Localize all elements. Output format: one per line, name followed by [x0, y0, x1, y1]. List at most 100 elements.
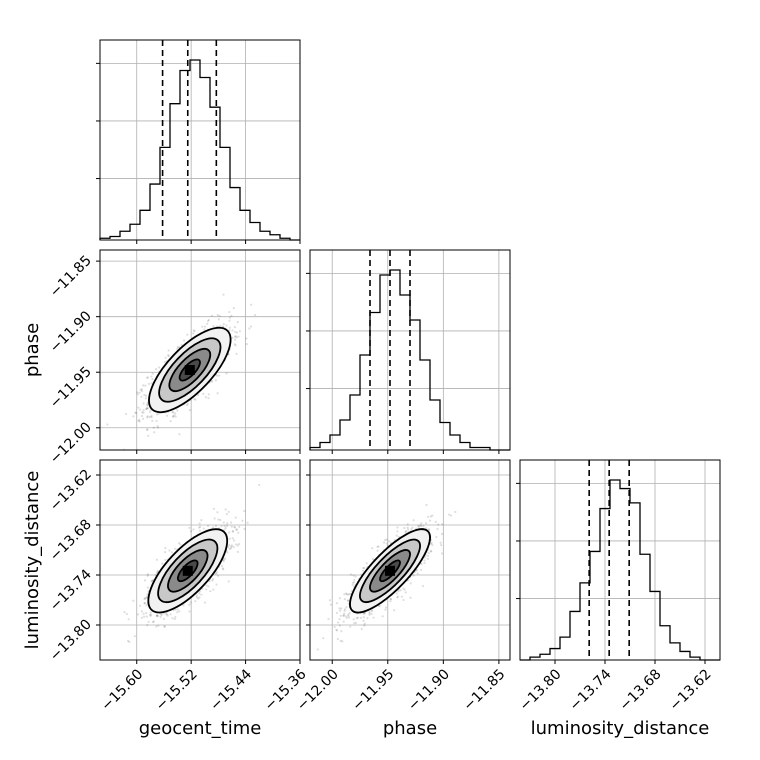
scatter-point [327, 617, 330, 621]
scatter-point [146, 428, 149, 432]
scatter-point [155, 413, 159, 416]
panel-border [99, 39, 301, 241]
scatter-point [384, 606, 388, 609]
scatter-point [143, 579, 147, 582]
scatter-point [420, 562, 423, 566]
scatter-point [347, 593, 350, 596]
scatter-point [143, 393, 146, 397]
scatter-point [328, 599, 332, 602]
contour-line [147, 528, 229, 614]
scatter-point [382, 541, 386, 544]
scatter-point [142, 409, 145, 412]
scatter-point [353, 622, 356, 625]
scatter-point [354, 621, 357, 625]
scatter-point [153, 431, 156, 434]
scatter-point [372, 616, 375, 619]
scatter-point [148, 410, 152, 413]
scatter-point [176, 608, 179, 611]
scatter-point [355, 617, 358, 620]
scatter-point [434, 520, 437, 523]
scatter-point [225, 324, 228, 327]
scatter-point [228, 310, 231, 314]
scatter-point [224, 508, 227, 511]
scatter-point [147, 407, 150, 410]
scatter-point [233, 526, 237, 529]
density-content [123, 483, 261, 643]
scatter-point [241, 519, 244, 522]
scatter-point [143, 597, 147, 600]
scatter-point [164, 547, 167, 550]
scatter-point [223, 524, 226, 528]
scatter-point [245, 343, 248, 346]
scatter-point [385, 542, 388, 545]
scatter-point [243, 509, 246, 513]
contour-line [168, 347, 212, 393]
scatter-point [150, 375, 153, 378]
scatter-point [208, 580, 211, 583]
scatter-point [166, 614, 169, 617]
scatter-point [236, 544, 239, 547]
scatter-point [215, 374, 218, 377]
scatter-point [231, 537, 234, 540]
scatter-point [345, 592, 348, 595]
scatter-point [342, 620, 345, 623]
scatter-point [137, 406, 140, 409]
scatter-point [194, 600, 197, 603]
scatter-point [143, 602, 146, 605]
scatter-point [368, 613, 371, 616]
scatter-point [254, 313, 257, 317]
scatter-point [176, 611, 179, 614]
scatter-point [138, 391, 141, 394]
scatter-point [203, 601, 207, 604]
scatter-point [138, 418, 141, 421]
scatter-point [417, 525, 421, 528]
scatter-point [343, 608, 347, 611]
contour-line [167, 549, 209, 593]
scatter-point [179, 543, 182, 546]
scatter-point [371, 609, 374, 613]
scatter-point [194, 398, 197, 401]
scatter-point [209, 590, 212, 593]
scatter-point [146, 593, 149, 596]
scatter-point [404, 530, 408, 533]
scatter-point [211, 578, 215, 581]
scatter-point [165, 613, 168, 616]
scatter-point [228, 316, 231, 319]
scatter-point [141, 411, 144, 414]
scatter-point [126, 639, 130, 643]
scatter-point [146, 416, 149, 419]
scatter-point [218, 314, 221, 317]
scatter-point [227, 531, 231, 534]
scatter-point [152, 620, 155, 623]
scatter-point [235, 528, 239, 531]
scatter-point [347, 614, 350, 617]
scatter-point [147, 434, 150, 437]
scatter-point [232, 307, 235, 310]
scatter-point [338, 607, 341, 610]
scatter-point [188, 610, 191, 613]
scatter-point [212, 325, 215, 328]
scatter-point [224, 526, 227, 530]
scatter-point [196, 597, 200, 600]
scatter-point [347, 616, 351, 619]
scatter-point [205, 584, 208, 587]
scatter-point [248, 327, 251, 330]
scatter-point [150, 382, 153, 385]
scatter-point [345, 606, 348, 609]
scatter-point [228, 319, 231, 322]
scatter-point [196, 393, 200, 397]
scatter-point [399, 589, 402, 592]
scatter-point [403, 526, 406, 530]
scatter-point [233, 326, 237, 329]
scatter-point [146, 415, 149, 418]
scatter-point [143, 615, 146, 618]
scatter-point [140, 395, 143, 398]
scatter-point [385, 538, 388, 541]
scatter-point [167, 355, 170, 358]
scatter-point [349, 625, 352, 628]
scatter-point [431, 543, 434, 547]
scatter-point [142, 417, 145, 420]
scatter-point [234, 334, 237, 338]
scatter-point [389, 598, 392, 601]
scatter-point [156, 614, 159, 617]
